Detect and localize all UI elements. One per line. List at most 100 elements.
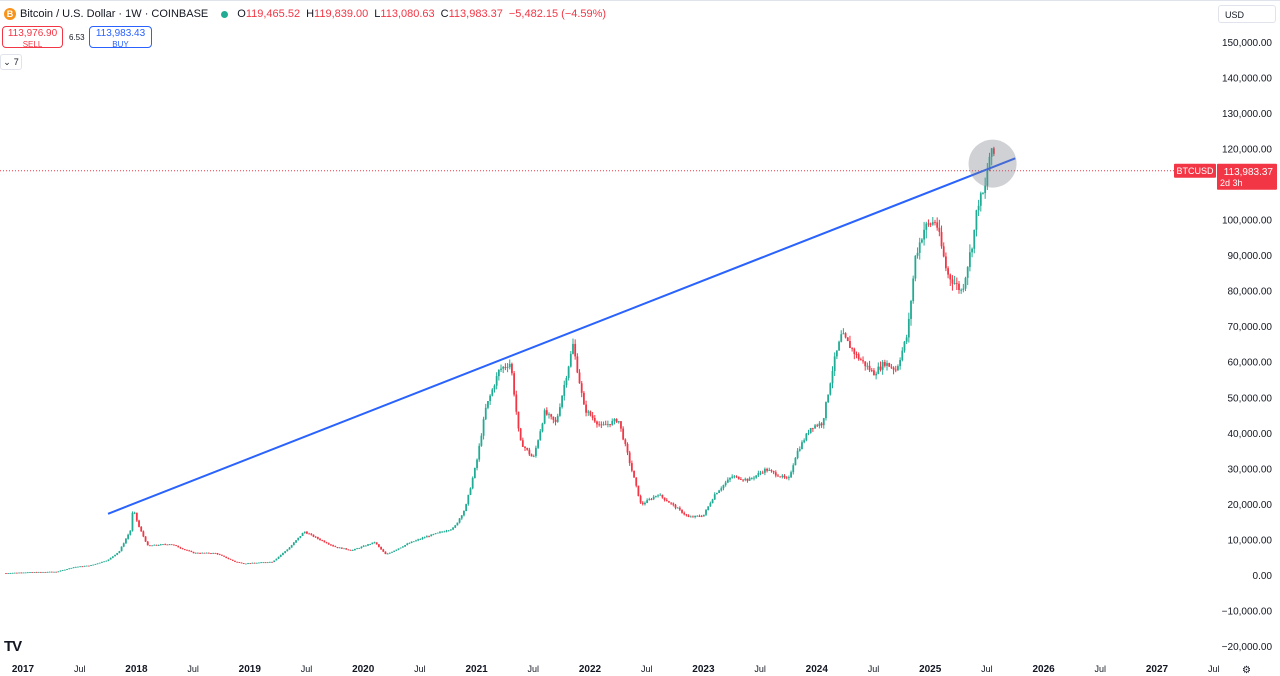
candle-body xyxy=(971,248,973,253)
candle-body xyxy=(766,468,768,471)
candle-body xyxy=(506,367,509,368)
candle-body xyxy=(541,423,544,432)
bitcoin-icon: B xyxy=(4,8,16,20)
candle-body xyxy=(982,193,984,194)
candle-body xyxy=(220,554,223,556)
candle-body xyxy=(279,554,282,557)
symbol-tag-label: BTCUSD xyxy=(1176,166,1214,176)
candle-body xyxy=(98,562,101,564)
candle-body xyxy=(929,223,932,225)
candle-body xyxy=(722,485,725,489)
candle-body xyxy=(142,531,145,537)
gear-icon[interactable]: ⚙ xyxy=(1242,665,1251,676)
price-tick-label: 60,000.00 xyxy=(1228,358,1273,369)
candle-body xyxy=(63,569,66,571)
candle-body xyxy=(251,562,254,564)
candle-body xyxy=(162,544,164,546)
candle-body xyxy=(707,506,710,510)
price-tick-label: 20,000.00 xyxy=(1228,500,1273,511)
candle-body xyxy=(761,472,764,474)
candle-body xyxy=(247,563,249,565)
candle-body xyxy=(101,561,103,563)
candle-body xyxy=(953,283,956,285)
candle-body xyxy=(149,545,151,547)
candle-body xyxy=(61,570,64,571)
candle-body xyxy=(347,549,350,551)
tradingview-logo[interactable]: TV xyxy=(4,638,22,655)
candle-body xyxy=(454,525,457,528)
candle-body xyxy=(552,416,555,420)
candle-body xyxy=(242,563,245,565)
candle-body xyxy=(404,545,406,547)
candle-body xyxy=(412,541,415,543)
candle-body xyxy=(927,223,930,225)
candle-body xyxy=(186,549,188,551)
candle-body xyxy=(177,545,180,548)
candle-body xyxy=(517,411,520,429)
candle-body xyxy=(5,573,7,574)
candle-body xyxy=(306,531,308,534)
candle-body xyxy=(689,516,692,518)
currency-select[interactable]: USD xyxy=(1218,5,1276,23)
candle-body xyxy=(596,421,598,425)
candle-body xyxy=(639,496,642,503)
candle-body xyxy=(467,494,470,505)
candle-body xyxy=(24,572,27,574)
indicators-toggle[interactable]: ⌄ 7 xyxy=(0,54,22,70)
candle-body xyxy=(511,363,513,374)
candle-body xyxy=(388,552,391,554)
candle-body xyxy=(521,440,524,447)
candle-body xyxy=(166,544,169,546)
candle-body xyxy=(870,370,873,371)
price-tick-label: 70,000.00 xyxy=(1228,322,1273,333)
candle-body xyxy=(519,428,522,441)
candle-body xyxy=(628,452,631,464)
time-tick-label: 2018 xyxy=(125,664,148,674)
buy-button[interactable]: 113,983.43 BUY xyxy=(89,26,152,49)
candle-body xyxy=(855,353,858,355)
candle-body xyxy=(731,476,734,478)
candle-body xyxy=(567,366,570,378)
candle-body xyxy=(912,278,915,302)
candle-body xyxy=(325,542,328,544)
candle-body xyxy=(892,367,895,370)
candle-body xyxy=(624,439,627,444)
indicators-count: 7 xyxy=(13,57,19,67)
candle-body xyxy=(807,432,810,434)
candle-body xyxy=(670,502,673,504)
candle-body xyxy=(484,407,487,420)
candle-body xyxy=(716,492,718,495)
candle-body xyxy=(724,482,727,486)
candle-body xyxy=(378,544,380,547)
symbol-title[interactable]: Bitcoin / U.S. Dollar · 1W · COINBASE xyxy=(20,8,209,20)
candle-body xyxy=(39,571,42,573)
candle-body xyxy=(899,360,902,367)
candle-body xyxy=(835,350,838,357)
buy-label: BUY xyxy=(112,40,129,49)
candle-body xyxy=(897,366,899,371)
candle-body xyxy=(447,530,450,532)
candle-body xyxy=(537,440,539,448)
candle-body xyxy=(883,362,886,366)
candle-body xyxy=(818,423,821,426)
time-tick-label: 2023 xyxy=(692,664,715,674)
ohlc-high: H119,839.00 xyxy=(306,8,369,20)
sell-button[interactable]: 113,976.90 SELL xyxy=(2,26,63,49)
candle-body xyxy=(979,193,982,206)
candle-body xyxy=(70,567,73,569)
candle-body xyxy=(831,371,834,384)
candle-body xyxy=(962,288,965,290)
candle-body xyxy=(840,334,843,342)
candle-body xyxy=(116,552,119,555)
candle-body xyxy=(212,553,215,554)
candle-body xyxy=(323,540,326,543)
time-tick-label: 2024 xyxy=(806,664,829,674)
candle-body xyxy=(641,502,644,505)
price-tick-label: −20,000.00 xyxy=(1222,642,1273,653)
candle-body xyxy=(482,419,485,436)
candle-body xyxy=(663,497,666,500)
candle-body xyxy=(57,571,60,573)
candle-body xyxy=(838,341,840,351)
candle-body xyxy=(966,267,969,278)
